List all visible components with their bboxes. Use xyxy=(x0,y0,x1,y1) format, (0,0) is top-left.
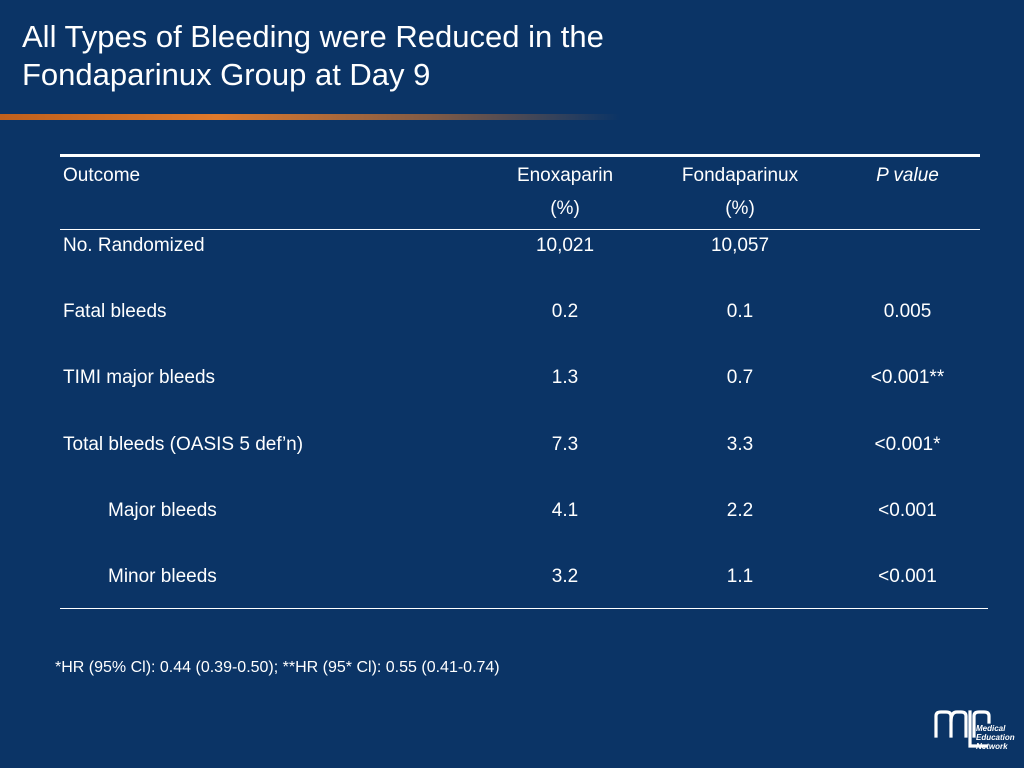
men-logo-mark xyxy=(934,710,991,748)
row-enoxaparin: 10,021 xyxy=(535,235,595,256)
row-outcome: TIMI major bleeds xyxy=(63,367,216,388)
medical-education-network-logo: Medical Education Network xyxy=(932,706,1015,758)
row-outcome: Major bleeds xyxy=(108,500,217,521)
logo-text: Medical Education Network xyxy=(976,724,1015,751)
row-pvalue: 0.005 xyxy=(883,301,932,322)
logo-text-line-1: Medical xyxy=(976,724,1006,733)
row-outcome: Fatal bleeds xyxy=(63,301,167,322)
row-enoxaparin: 7.3 xyxy=(551,434,579,455)
header-fondaparinux-unit: (%) xyxy=(725,198,755,219)
header-outcome: Outcome xyxy=(63,165,141,186)
row-fondaparinux: 10,057 xyxy=(710,235,770,256)
row-fondaparinux: 0.7 xyxy=(726,367,754,388)
header-enoxaparin: Enoxaparin xyxy=(516,165,614,186)
slide-title: All Types of Bleeding were Reduced in th… xyxy=(22,18,604,94)
logo-text-line-2: Education xyxy=(976,733,1015,742)
title-line-1: All Types of Bleeding were Reduced in th… xyxy=(22,19,604,54)
row-fondaparinux: 1.1 xyxy=(726,566,754,587)
header-fondaparinux: Fondaparinux xyxy=(681,165,799,186)
row-enoxaparin: 4.1 xyxy=(551,500,579,521)
row-fondaparinux: 0.1 xyxy=(726,301,754,322)
table-bottom-rule xyxy=(60,608,988,609)
title-line-2: Fondaparinux Group at Day 9 xyxy=(22,57,431,92)
row-pvalue: <0.001** xyxy=(870,367,945,388)
row-outcome: No. Randomized xyxy=(63,235,205,256)
table-top-rule xyxy=(60,154,980,157)
row-enoxaparin: 3.2 xyxy=(551,566,579,587)
title-divider xyxy=(0,114,620,120)
row-outcome: Total bleeds (OASIS 5 def’n) xyxy=(63,434,304,455)
row-enoxaparin: 1.3 xyxy=(551,367,579,388)
row-enoxaparin: 0.2 xyxy=(551,301,579,322)
row-pvalue: <0.001 xyxy=(878,566,937,587)
logo-text-line-3: Network xyxy=(976,742,1008,751)
row-pvalue: <0.001* xyxy=(874,434,941,455)
row-outcome: Minor bleeds xyxy=(108,566,217,587)
row-pvalue: <0.001 xyxy=(878,500,937,521)
header-pvalue: P value xyxy=(876,165,939,186)
table-header-rule xyxy=(60,229,980,230)
row-fondaparinux: 2.2 xyxy=(726,500,754,521)
footnote: *HR (95% Cl): 0.44 (0.39-0.50); **HR (95… xyxy=(55,659,500,676)
header-enoxaparin-unit: (%) xyxy=(550,198,580,219)
row-fondaparinux: 3.3 xyxy=(726,434,754,455)
